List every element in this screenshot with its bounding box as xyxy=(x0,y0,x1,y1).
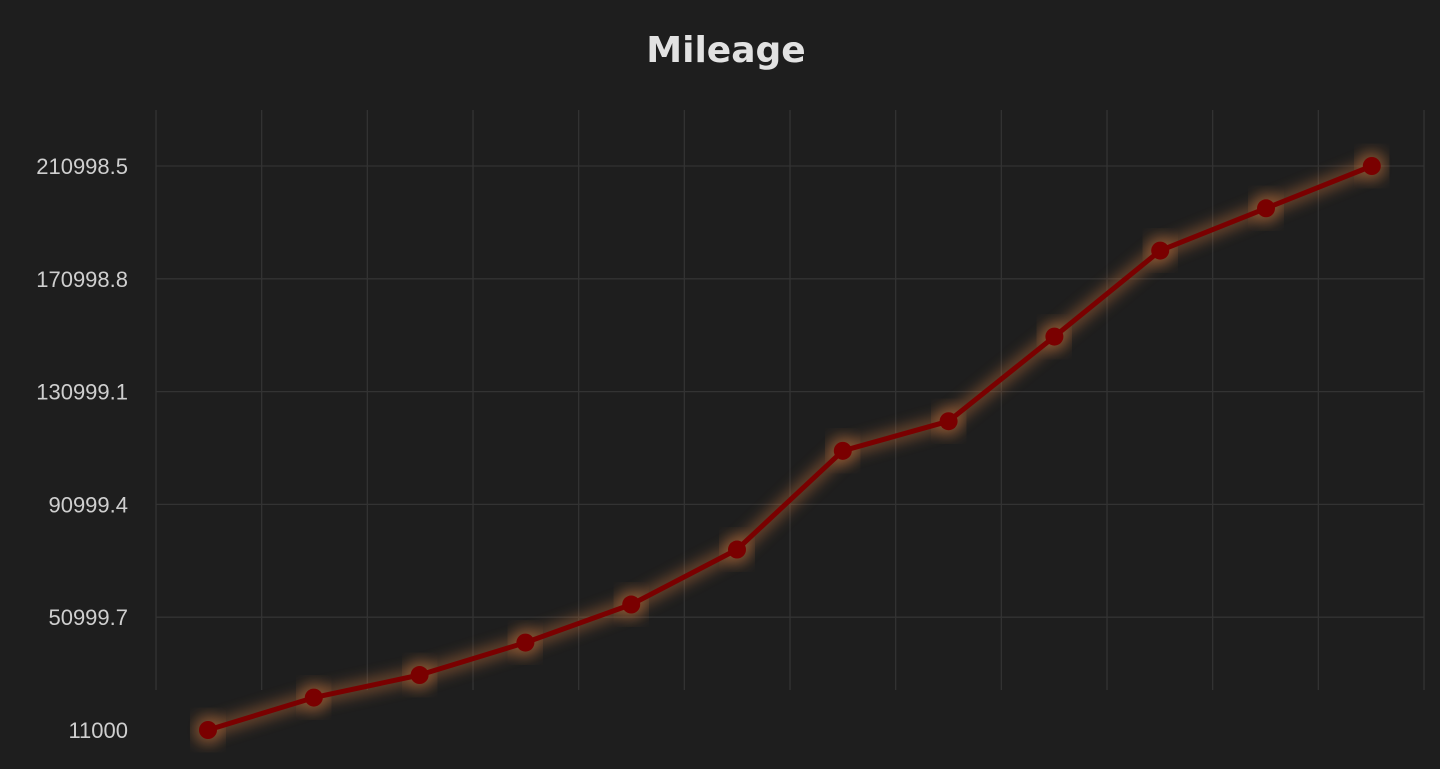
data-point xyxy=(1257,199,1275,218)
data-point xyxy=(199,721,217,739)
chart-title: Mileage xyxy=(646,30,805,71)
y-tick-label: 50999.7 xyxy=(48,605,128,630)
data-point xyxy=(833,441,852,460)
data-point xyxy=(1045,327,1064,346)
y-tick-label: 210998.5 xyxy=(36,154,128,179)
data-point xyxy=(1362,157,1381,175)
series-layer xyxy=(192,150,1388,746)
data-point xyxy=(728,540,746,559)
data-point xyxy=(516,633,535,652)
y-tick-label: 170998.8 xyxy=(36,267,128,292)
grid xyxy=(155,110,1425,690)
y-axis-ticks: 11000 50999.7 90999.4 130999.1 170998.8 21099… xyxy=(36,154,128,743)
data-point xyxy=(939,412,958,431)
series-line xyxy=(205,163,1375,733)
data-point xyxy=(622,595,641,614)
y-tick-label: 130999.1 xyxy=(36,380,128,405)
data-point xyxy=(410,666,429,685)
data-point xyxy=(304,688,323,707)
data-point xyxy=(1151,241,1170,260)
y-tick-label: 90999.4 xyxy=(48,492,128,517)
y-tick-label: 11000 xyxy=(68,718,128,743)
